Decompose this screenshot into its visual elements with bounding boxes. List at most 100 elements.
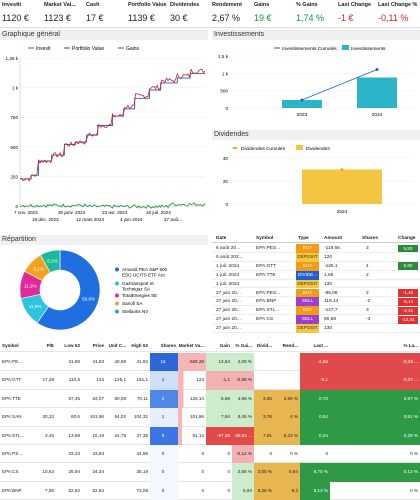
legend-label: Investissements Cumulés (282, 46, 337, 52)
amount-cell: -125,1 (324, 263, 338, 269)
kpi-label: % Gains (296, 2, 318, 8)
cell-price: 15,19 (92, 432, 105, 438)
column-header: Unit C... (108, 343, 126, 348)
cell-market-va-: 0 (178, 481, 206, 500)
cell-price: 41,83 (92, 359, 105, 364)
column-header: Gain (219, 343, 230, 348)
column-header: Last ... (313, 343, 328, 348)
column-header: Shares (160, 343, 176, 348)
cell-rend-: 0 % (290, 451, 298, 456)
change-badge: 5,83 (398, 244, 418, 253)
kpi-label: Portfolio Value (128, 2, 167, 8)
pie-slice-0 (36, 249, 101, 331)
invest-title: Investissements (212, 30, 420, 40)
pie-label: 11,9% (29, 304, 42, 309)
cell-low-52: 80,6 (71, 414, 80, 420)
cell--la-: 0 % (410, 487, 418, 493)
amount-cell: -85,06 (324, 290, 338, 296)
pie-label: 8,1% (47, 258, 57, 263)
kpi-bar: Investit 1120 € Market Val... 1123 € Cash 17 … (0, 0, 420, 28)
investi-line (20, 72, 205, 180)
date-cell: 5 août 202... (216, 254, 243, 260)
cell-symbol: EPA:SAN (2, 414, 22, 420)
table-row: 6 août 20... EPA:PES... BUY -119,66 3 5,83 (212, 244, 420, 253)
table-row: 1 juil. 2024 EPA:TTE DIVIDE... 1,58 2 (212, 270, 420, 280)
kpi-label: Cash (86, 2, 100, 8)
y-tick-label: 0 (225, 106, 228, 111)
cell-p-e (34, 445, 56, 463)
kpi-value: -0,11 % (378, 13, 409, 23)
cell-rend-: 4 % (274, 408, 300, 427)
y-tick-label: 1,25 k (5, 56, 18, 61)
column-header: Shares (362, 236, 378, 241)
table-row: 27 juin 20... EPA:PES... BUY -85,06 2 -1,40 (212, 288, 420, 298)
table-row: 1 juil. 2024 DEPOSIT 130 (212, 279, 420, 289)
cell-divid-: 3,06 (254, 389, 274, 409)
cell-symbol: EPA:GTT (2, 377, 22, 383)
cell-divid-: 3,76 (254, 408, 274, 427)
cell-symbol: EPA:CS (2, 469, 19, 475)
cell-market-va-: 669,28 (178, 353, 206, 372)
cell-shares: 0 (150, 481, 178, 500)
kpi-label: Market Val... (44, 2, 76, 8)
shares-cell: 2 (366, 290, 369, 296)
table-row: 5 août 202... DEPOSIT 120 (212, 252, 420, 262)
cell-p-e: 17,28 (42, 377, 55, 383)
symbol-cell: EPA:BNP (256, 299, 277, 305)
column-header: Market Va... (178, 343, 204, 348)
cell-rend-: 9,2 (274, 481, 300, 500)
legend-swatch (342, 45, 349, 50)
kpi-label: Last Change % (378, 2, 418, 8)
type-badge: SELL (296, 297, 319, 307)
cell-rend-: 2,55 % (274, 389, 300, 409)
column-header: P/E (46, 343, 54, 348)
kpi-value: 17 € (86, 13, 104, 23)
legend-dot (115, 309, 119, 314)
kpi-dividendes: Dividendes 30 € (170, 1, 212, 27)
legend-label: Dividendes Cumulés (241, 146, 286, 152)
change-badge: 8,90 (398, 262, 418, 271)
cell-last-: 0,52 (300, 408, 330, 427)
table-row: 27 juin 20... EPA:STL... BUY -127,7 3 -2,21 (212, 306, 420, 316)
cell-last-: 0 (325, 451, 328, 456)
cell-unit-c-: 40,98 (114, 359, 127, 364)
amount-cell: 130 (324, 281, 333, 287)
legend-label: Investissements (351, 46, 386, 52)
cell-last-: 0,72 (300, 389, 330, 409)
type-badge: DEPOSIT (296, 279, 319, 289)
divs-title: Dividendes (212, 130, 420, 140)
column-header: Change (398, 236, 416, 241)
date-cell: 27 juin 20... (216, 308, 241, 314)
table-row: EPA:SAN 30,32 80,6 101,96 94,02 104,32 1 101,96… (0, 408, 420, 427)
y-tick-label: 250 (10, 174, 18, 179)
cell-last-: -2,56 (300, 353, 330, 372)
cell-divid- (254, 371, 274, 389)
cell-rend-: 5,33 % (274, 426, 300, 445)
cell--gai-: 2,08 % (232, 353, 254, 372)
table-header: Date Symbol Type Amount Shares Change (212, 235, 420, 243)
pie-label: 59,6% (82, 296, 95, 301)
cell-price: 62,64 (92, 487, 105, 493)
kpi-value: 1120 € (2, 13, 29, 23)
repartition-chart: 59,6% 11,9% 11,2% 9,1% 8,1% Amundi PEA S&P 50… (19, 249, 168, 331)
cell-symbol: EPA:BNP (2, 487, 22, 493)
cell-price: 124 (96, 377, 104, 383)
date-cell: 1 juil. 2024 (216, 272, 240, 278)
table-row: EPA:CS 10,63 26,94 34,34 35,19 0 0 0 2,68 % 3,05 … (0, 463, 420, 482)
column-header: Price (92, 343, 104, 348)
cell--gai-: 2,68 % (232, 463, 254, 482)
kpi-label: Rendement (212, 2, 242, 8)
legend-label: Gaztransport et (122, 281, 154, 286)
kpi--gains: % Gains 1,74 % (296, 1, 338, 27)
gains-line (19, 202, 206, 209)
change-badge: -12,34 (398, 315, 418, 324)
cell-unit-c-: 24,75 (114, 432, 127, 438)
column-header: % Gai... (235, 343, 252, 348)
x-tick-label: 27 aoû... (164, 217, 182, 222)
type-badge: BUY (296, 261, 319, 271)
amount-cell: 130 (324, 326, 333, 332)
cumulative-point (300, 98, 304, 102)
table-row: EPA:STL... 3,45 13,69 15,19 24,75 27,35 6 91,14… (0, 426, 420, 445)
repartition-title: Répartition (0, 235, 208, 245)
kpi-value: -1 € (338, 13, 354, 23)
